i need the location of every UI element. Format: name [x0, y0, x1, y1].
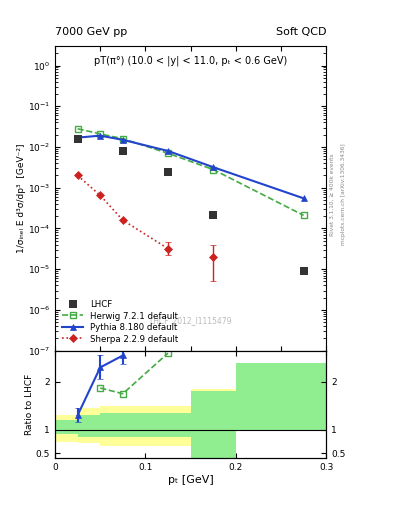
Y-axis label: 1/σᵢₙₑₗ E d³σ/dp³  [GeV⁻²]: 1/σᵢₙₑₗ E d³σ/dp³ [GeV⁻²] — [17, 144, 26, 253]
Text: Soft QCD: Soft QCD — [276, 27, 326, 37]
Text: Rivet 3.1.10, ≥ 400k events: Rivet 3.1.10, ≥ 400k events — [330, 153, 334, 236]
X-axis label: pₜ [GeV]: pₜ [GeV] — [168, 475, 213, 485]
Y-axis label: Ratio to LHCF: Ratio to LHCF — [26, 374, 35, 435]
Legend: LHCF, Herwig 7.2.1 default, Pythia 8.180 default, Sherpa 2.2.9 default: LHCF, Herwig 7.2.1 default, Pythia 8.180… — [59, 297, 181, 347]
Text: mcplots.cern.ch [arXiv:1306.3436]: mcplots.cern.ch [arXiv:1306.3436] — [342, 144, 346, 245]
Text: LHCF_2012_I1115479: LHCF_2012_I1115479 — [149, 316, 232, 325]
Text: 7000 GeV pp: 7000 GeV pp — [55, 27, 127, 37]
Text: pT(π°) (10.0 < |y| < 11.0, pₜ < 0.6 GeV): pT(π°) (10.0 < |y| < 11.0, pₜ < 0.6 GeV) — [94, 55, 287, 66]
